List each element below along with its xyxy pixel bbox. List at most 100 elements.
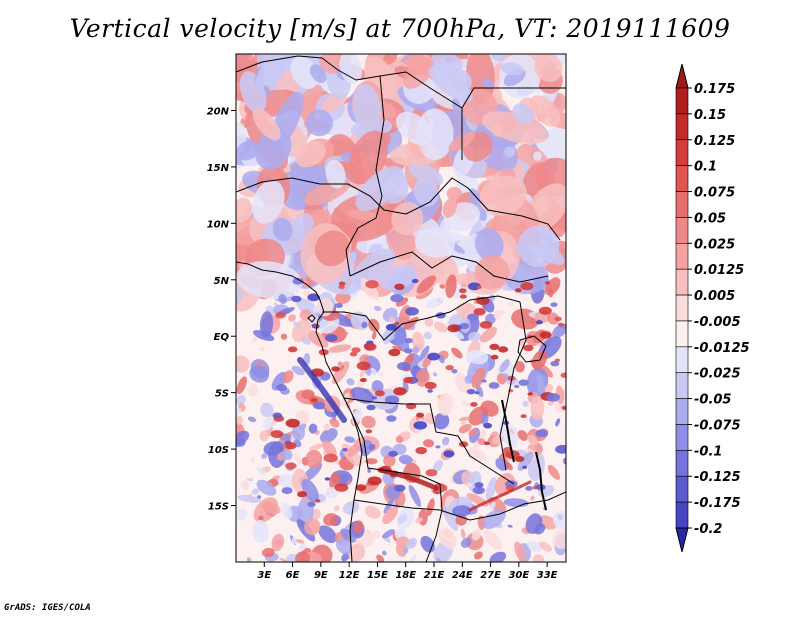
field-blob (552, 323, 566, 339)
field-blob (492, 123, 504, 137)
field-blob (458, 416, 470, 422)
field-blob (517, 225, 560, 268)
field-core (281, 487, 293, 494)
field-blob (547, 312, 560, 325)
field-core (323, 453, 338, 463)
field-core (356, 361, 371, 371)
lat-tick-label: 10N (207, 219, 230, 230)
field-blob (252, 108, 281, 141)
field-blob (236, 508, 247, 521)
field-blob (527, 540, 542, 553)
field-blob (318, 525, 337, 544)
field-blob (495, 458, 507, 470)
field-blob (334, 505, 340, 512)
field-blob (466, 350, 489, 365)
field-blob (452, 97, 463, 118)
field-blob (373, 530, 380, 539)
field-blob (438, 527, 457, 549)
field-core (483, 422, 493, 429)
field-core (307, 501, 316, 507)
field-blob (547, 464, 560, 480)
field-blob (250, 456, 255, 464)
field-blob (381, 550, 387, 556)
lon-tick-label: 18E (395, 570, 416, 581)
border-sahel (236, 177, 561, 241)
field-blob (460, 537, 472, 548)
field-core (445, 365, 454, 371)
field-core (527, 392, 533, 396)
lake-victoria (517, 335, 547, 363)
grads-credit: GrADS: IGES/COLA (4, 603, 91, 613)
field-core (334, 483, 349, 492)
field-blob (532, 554, 545, 562)
lat-tick-label: 20N (207, 106, 230, 117)
field-blob (248, 493, 253, 499)
field-core (427, 352, 440, 361)
field-core (474, 391, 480, 395)
field-core (472, 486, 485, 495)
field-core (554, 316, 562, 322)
field-blob (442, 505, 459, 531)
colorbar-segment (675, 268, 689, 296)
field-core (535, 429, 549, 438)
field-core (371, 396, 378, 400)
field-blob (376, 554, 385, 562)
field-blob (237, 494, 261, 503)
field-blob (504, 146, 516, 158)
field-blob (522, 400, 529, 407)
colorbar-segment (675, 398, 689, 425)
velocity-field (236, 54, 566, 562)
field-blob (460, 421, 466, 425)
field-streak-red (468, 480, 532, 512)
field-blob (352, 248, 396, 287)
colorbar-label: 0.075 (694, 186, 735, 201)
field-blob (325, 486, 339, 499)
colorbar-label: 0.125 (694, 134, 735, 149)
lon-tick-label: 21E (424, 570, 445, 581)
field-blob (408, 484, 422, 507)
field-core (473, 307, 486, 316)
field-blob (254, 128, 292, 170)
lon-tick-label: 27E (480, 570, 501, 581)
field-blob (356, 380, 365, 388)
field-blob (236, 394, 246, 406)
field-core (390, 294, 404, 303)
field-blob (412, 346, 420, 354)
field-blob (259, 311, 274, 338)
field-blob (359, 354, 370, 364)
field-blob (291, 537, 297, 545)
lon-tick-label: 30E (508, 570, 529, 581)
field-blob (293, 453, 302, 465)
field-blob (278, 294, 287, 304)
field-core (314, 499, 321, 503)
map-frame (235, 53, 567, 563)
lon-tick-label: 15E (367, 570, 388, 581)
field-blob (335, 291, 351, 304)
field-blob (246, 478, 254, 482)
field-blob (468, 428, 479, 437)
field-blob (383, 499, 394, 514)
border-central (349, 251, 549, 283)
field-blob (552, 529, 566, 549)
field-core (384, 395, 400, 405)
field-blob (368, 443, 376, 451)
field-core (447, 324, 460, 333)
field-core (394, 321, 400, 325)
field-core (416, 412, 425, 418)
field-blob (451, 347, 463, 359)
field-blob (480, 400, 499, 417)
lat-tick-label: 5N (214, 276, 230, 287)
colorbar-segment (675, 424, 689, 451)
field-core (550, 360, 560, 367)
field-blob (466, 482, 473, 488)
field-blob (308, 423, 318, 434)
field-blob (419, 345, 430, 361)
field-blob (512, 103, 534, 125)
field-blob (514, 541, 527, 562)
field-blob (361, 321, 368, 329)
field-core (285, 418, 300, 428)
field-core (415, 446, 428, 455)
field-blob (271, 371, 287, 391)
field-blob (445, 274, 457, 299)
field-core (365, 280, 379, 289)
